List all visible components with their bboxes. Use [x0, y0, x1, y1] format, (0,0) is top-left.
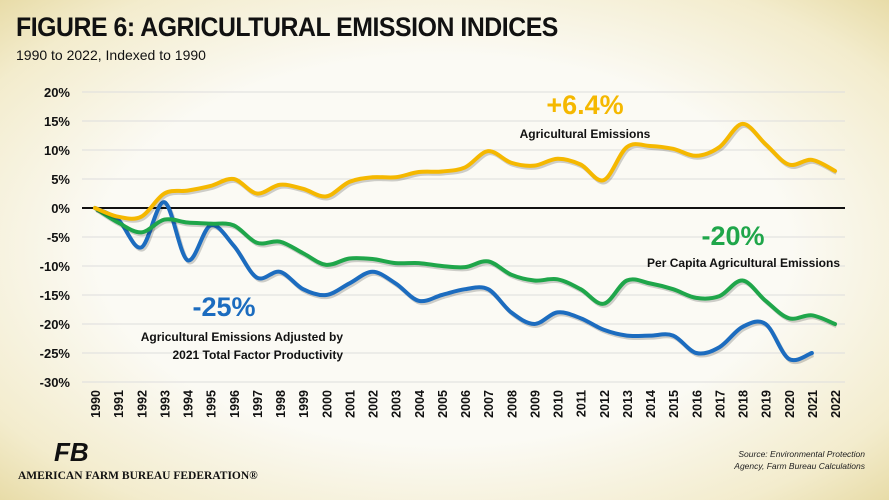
x-tick-label: 2008 — [505, 390, 519, 418]
tfp-adjusted-value-label: -25% — [192, 292, 255, 322]
series-shadow — [95, 123, 838, 223]
x-tick-label: 1995 — [205, 390, 219, 418]
y-tick-label: 0% — [51, 201, 70, 216]
series-shadow — [95, 208, 838, 328]
x-tick-label: 1996 — [228, 390, 242, 418]
x-tick-label: 2000 — [320, 390, 334, 418]
y-tick-label: 20% — [44, 85, 70, 100]
x-tick-label: 2010 — [552, 390, 566, 418]
organization-name: AMERICAN FARM BUREAU FEDERATION® — [18, 470, 258, 482]
series-line-per-capita — [93, 206, 837, 326]
x-tick-label: 1999 — [297, 390, 311, 418]
chart-subtitle: 1990 to 2022, Indexed to 1990 — [16, 47, 206, 63]
y-tick-label: -5% — [47, 230, 71, 245]
fb-logo-mark: FB — [54, 437, 89, 467]
y-tick-label: -15% — [40, 288, 71, 303]
x-tick-label: 2003 — [390, 390, 404, 418]
x-tick-label: 2012 — [598, 390, 612, 418]
x-tick-label: 2022 — [829, 390, 843, 418]
x-tick-label: 2011 — [575, 390, 589, 417]
x-tick-label: 2013 — [621, 390, 635, 418]
x-tick-label: 1991 — [112, 390, 126, 418]
series-line-agricultural-emissions — [93, 121, 837, 221]
tfp-adjusted-series-label-line1: Agricultural Emissions Adjusted by — [141, 330, 344, 344]
x-tick-label: 1997 — [251, 390, 265, 418]
y-tick-label: -20% — [40, 317, 71, 332]
y-tick-label: 5% — [51, 172, 70, 187]
tfp-adjusted-series-label-line2: 2021 Total Factor Productivity — [173, 348, 344, 362]
y-tick-label: 10% — [44, 143, 70, 158]
x-tick-label: 1992 — [135, 390, 149, 418]
x-tick-label: 2014 — [644, 390, 658, 418]
per-capita-value-label: -20% — [701, 221, 764, 251]
x-tick-label: 2001 — [343, 390, 357, 418]
per-capita-series-label: Per Capita Agricultural Emissions — [647, 256, 840, 270]
y-tick-label: -10% — [40, 259, 71, 274]
x-tick-label: 1994 — [182, 390, 196, 418]
y-tick-label: -30% — [40, 375, 71, 390]
chart-title: FIGURE 6: AGRICULTURAL EMISSION INDICES — [16, 12, 558, 42]
agricultural-emissions-series-label: Agricultural Emissions — [520, 127, 651, 141]
x-tick-label: 2019 — [760, 390, 774, 418]
y-tick-label: -25% — [40, 346, 71, 361]
x-tick-label: 2007 — [482, 390, 496, 418]
x-tick-label: 2006 — [459, 390, 473, 418]
x-tick-label: 2005 — [436, 390, 450, 418]
x-tick-label: 2018 — [737, 390, 751, 418]
agricultural-emissions-value-label: +6.4% — [546, 90, 623, 120]
y-tick-label: 15% — [44, 114, 70, 129]
x-tick-label: 2015 — [667, 390, 681, 418]
x-tick-label: 2021 — [806, 390, 820, 418]
x-tick-label: 2016 — [690, 390, 704, 418]
afbf-logo: FB AMERICAN FARM BUREAU FEDERATION® — [18, 437, 258, 482]
source-note: Source: Environmental Protection Agency,… — [734, 449, 865, 471]
x-tick-label: 2002 — [367, 390, 381, 418]
x-tick-label: 2004 — [413, 390, 427, 418]
x-tick-label: 2020 — [783, 390, 797, 418]
x-tick-label: 2009 — [528, 390, 542, 418]
x-tick-label: 1998 — [274, 390, 288, 418]
x-tick-label: 2017 — [713, 390, 727, 418]
x-tick-label: 1990 — [89, 390, 103, 418]
x-tick-label: 1993 — [158, 390, 172, 418]
